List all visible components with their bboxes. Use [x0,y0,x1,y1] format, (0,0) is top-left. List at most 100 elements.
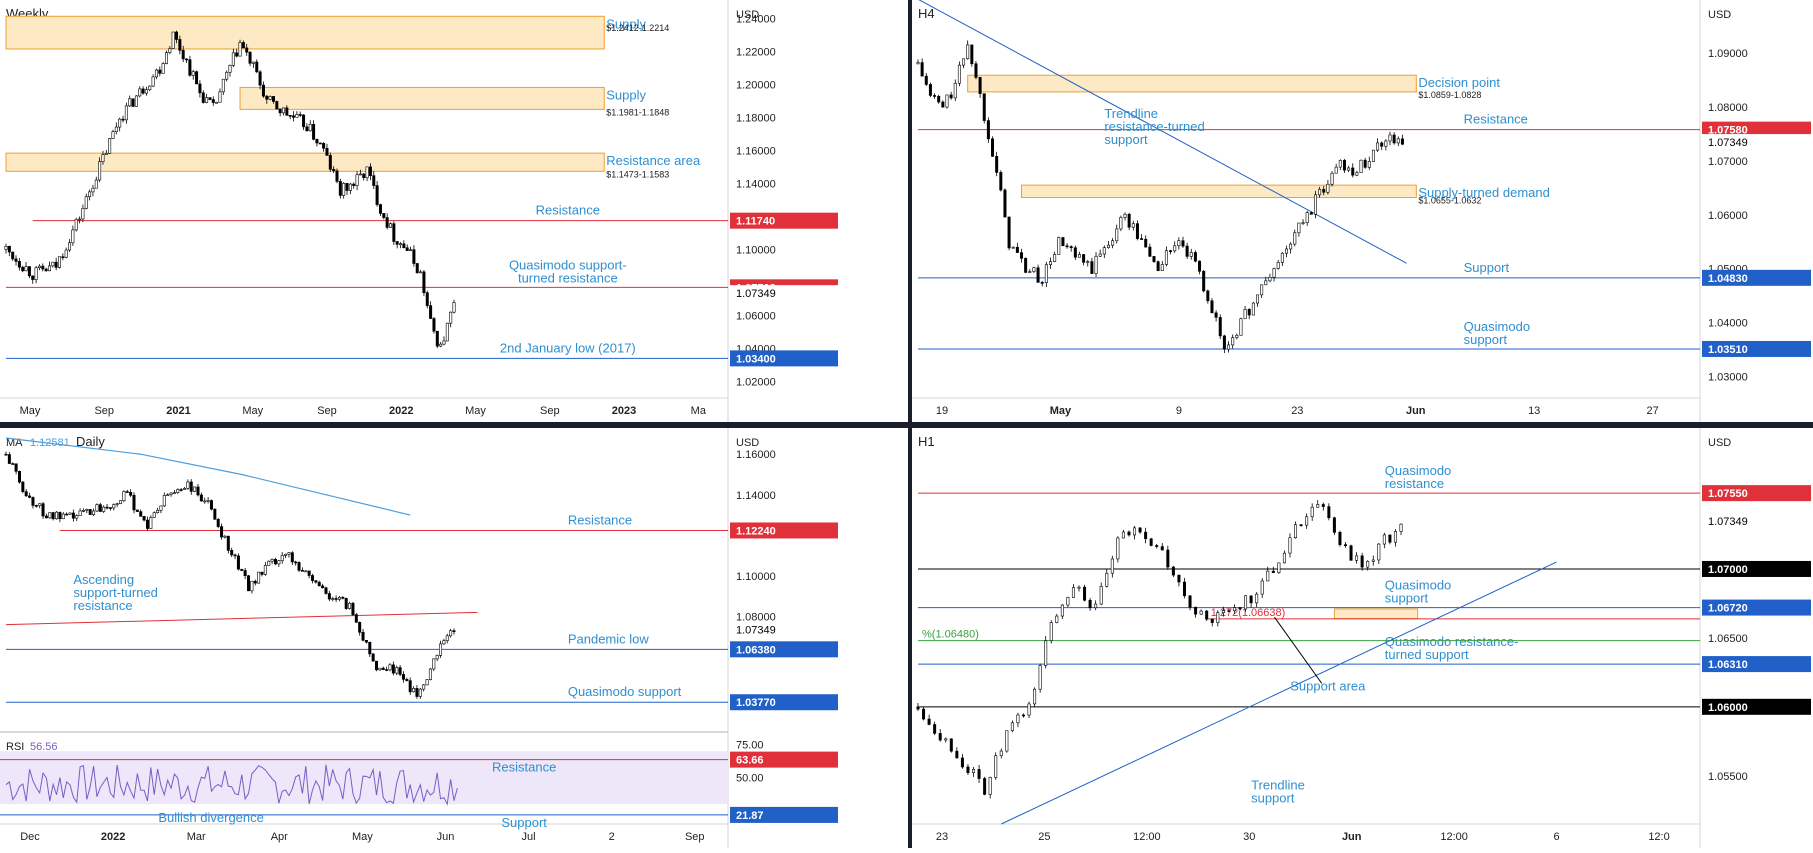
candle-body [999,172,1003,191]
candle-body [215,101,219,104]
candle-body [1077,586,1081,589]
candle-body [250,580,254,592]
candle-body [1343,544,1347,547]
candle-body [1384,140,1388,147]
candle-body [1156,261,1160,272]
candle-body [1216,612,1220,623]
candle-body [395,667,399,674]
rsi-level-annotation-line: Support [501,815,547,830]
candles [4,451,456,699]
level-annotation: Pandemic low [568,631,650,646]
candle-body [1330,172,1334,185]
candle-body [988,777,992,795]
candle-body [11,251,15,260]
candle-body [241,42,245,49]
candle-body [235,52,239,57]
candle-body [284,553,288,556]
candle-body [1099,586,1103,605]
candle-body [1338,532,1342,545]
candle-body [1351,167,1355,176]
candle-body [175,31,179,40]
candle-body [452,302,456,313]
level-annotation-line: turned resistance [518,270,618,285]
level-price-label: 1.04830 [1708,273,1748,285]
candle-body [371,653,375,662]
candle-body [1388,534,1392,543]
rsi-price-tag [730,806,838,823]
candle-body [1144,238,1148,248]
candle-body [151,76,155,87]
candle-body [305,126,309,132]
candle-body [442,640,446,645]
x-tick-label-line: 19 [936,405,948,417]
x-tick-label-line: 2 [609,831,615,843]
candle-body [1338,160,1342,168]
candle-body [1171,566,1175,576]
rsi-value-line: 56.56 [30,741,58,753]
x-tick-label: 12:0 [1648,831,1669,843]
x-tick-label: 2021 [166,405,190,417]
candle-body [1264,280,1268,286]
level-price-label: 1.03400 [736,353,776,365]
y-tick-label: 1.10000 [736,571,776,583]
candle-body [378,667,382,671]
candle-body [1036,267,1040,283]
candle-body [176,489,180,493]
x-tick-label: 12:00 [1440,831,1468,843]
candle-body [1380,142,1384,147]
x-tick-label: May [242,405,263,417]
candle-body [196,486,200,496]
level-annotation-line: resistance [1385,476,1444,491]
level-price-label-line: 1.06310 [1708,659,1748,671]
candle-body [295,114,299,118]
candle-body [1293,232,1297,245]
candle-body [1193,252,1197,262]
candle-body [74,219,78,231]
level-annotation: Quasimodo support [568,684,682,699]
candle-body [1299,524,1303,526]
candle-body [1140,238,1144,240]
level-price-label: 1.06720 [1708,603,1748,615]
last-price-label: 1.07349 [736,625,776,637]
candle-body [213,508,217,520]
candle-body [1121,531,1125,539]
candle-body [1123,213,1127,218]
level-annotation: Quasimodo support-turned resistance [509,257,627,285]
candle-body [17,471,21,483]
rsi-level-annotation: Resistance [492,760,556,775]
rsi-price-label: 63.66 [736,755,764,767]
candle-body [1247,309,1251,316]
rsi-price-label-line: 21.87 [736,810,764,822]
y-tick-label-line: 1.07000 [1708,156,1748,168]
candle-body [1256,294,1260,304]
candle-body [1055,615,1059,623]
y-tick-label-line: 1.20000 [736,79,776,91]
level-price-tag [1702,560,1811,577]
candle-body [302,114,306,128]
candle-body [1260,284,1264,296]
candle-body [92,510,96,515]
candle-body [385,217,389,228]
candle-body [1218,317,1222,337]
candle-body [65,513,69,516]
zone-range: $1.2412-1.2214 [606,23,669,33]
candle-body [422,684,426,690]
level-annotation: Support [1464,260,1510,275]
x-tick-label-line: Sep [540,405,560,417]
level-annotation-line: Quasimodo support [568,684,682,699]
level-annotation-line: Quasimodo [1385,463,1451,478]
candle-body [1360,555,1364,568]
level-price-label-line: 1.06380 [736,644,776,656]
candle-body [1366,560,1370,568]
candle-body [71,512,75,519]
y-tick-label-line: 1.10000 [736,244,776,256]
zone-label-line: Supply [606,87,646,102]
candle-body [245,47,249,53]
level-price-label-line: 1.04830 [1708,273,1748,285]
candle-body [68,512,72,515]
candle-body [75,515,79,519]
candle-body [1393,531,1397,543]
chart-title: Daily [76,434,105,449]
candle-body [415,688,419,697]
